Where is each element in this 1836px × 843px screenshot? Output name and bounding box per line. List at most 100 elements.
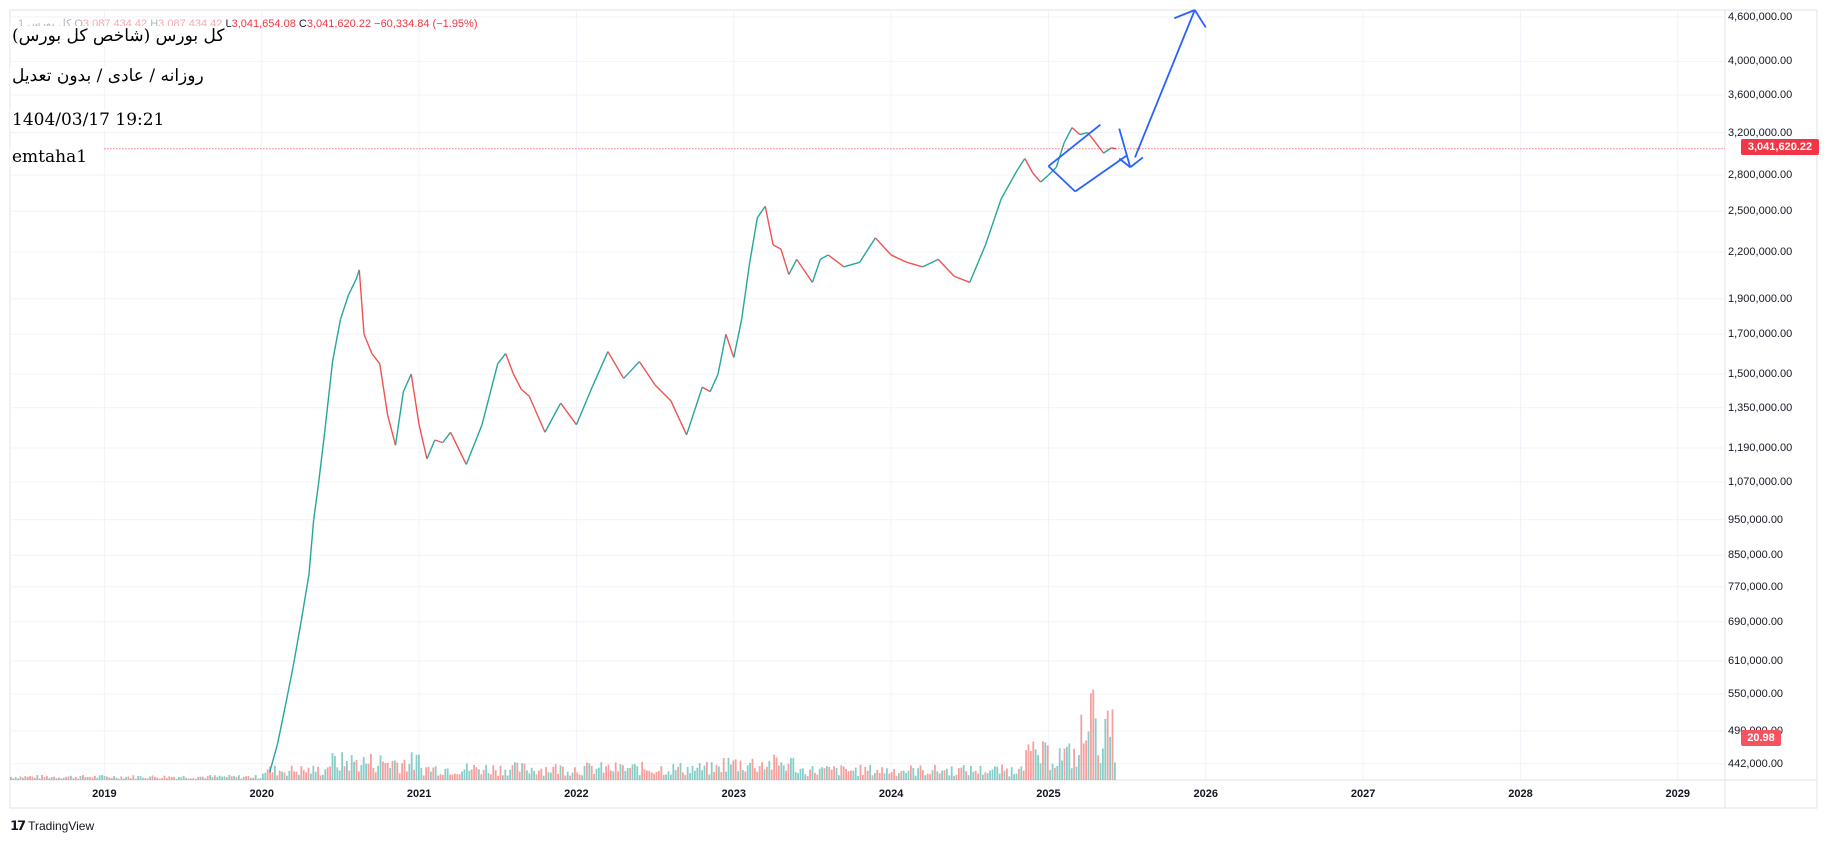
- volume-bar: [91, 777, 94, 780]
- volume-bar: [103, 775, 106, 780]
- volume-bar: [1114, 762, 1116, 780]
- volume-bar: [230, 776, 233, 780]
- volume-bar: [470, 769, 473, 780]
- chart-title-annotation[interactable]: کل بورس (شاخص کل بورس): [10, 26, 227, 46]
- volume-bar: [442, 775, 444, 780]
- volume-bar: [26, 776, 29, 780]
- y-tick-label: 1,190,000.00: [1728, 441, 1793, 454]
- volume-bar: [106, 776, 108, 780]
- up-arrow-head-right[interactable]: [1194, 9, 1207, 28]
- volume-bar: [554, 764, 557, 780]
- volume-bar: [658, 771, 660, 780]
- volume-bar: [358, 771, 360, 780]
- volume-bar: [506, 775, 509, 780]
- price-segment: [1016, 158, 1026, 171]
- volume-bar: [1104, 718, 1107, 780]
- volume-bar: [317, 766, 319, 780]
- volume-bar: [242, 776, 245, 780]
- volume-bar: [667, 771, 670, 780]
- volume-bar: [626, 767, 629, 780]
- price-segment: [1071, 127, 1081, 136]
- price-segment: [788, 259, 798, 275]
- volume-bar: [614, 762, 617, 780]
- volume-bar: [612, 771, 615, 780]
- volume-bar: [547, 772, 550, 780]
- price-segment: [709, 373, 719, 392]
- volume-bar: [65, 776, 67, 780]
- volume-bar: [1061, 760, 1063, 780]
- datetime-annotation[interactable]: 1404/03/17 19:21: [10, 110, 167, 130]
- volume-bar: [305, 772, 307, 780]
- volume-bar: [86, 777, 89, 780]
- volume-bar: [876, 769, 879, 780]
- volume-bar: [149, 776, 151, 780]
- volume-bar: [874, 772, 876, 780]
- volume-bar: [854, 767, 857, 780]
- volume-bar: [492, 765, 495, 780]
- volume-bar: [1082, 743, 1085, 780]
- volume-bar: [144, 778, 147, 780]
- volume-bar: [1049, 770, 1051, 780]
- volume-bar: [619, 764, 622, 780]
- volume-bar: [698, 763, 701, 780]
- volume-bar: [235, 776, 238, 780]
- price-segment: [434, 439, 443, 444]
- volume-bar: [38, 778, 41, 780]
- author-annotation[interactable]: emtaha1: [10, 147, 90, 167]
- channel-lower-line[interactable]: [1074, 154, 1128, 193]
- volume-bar: [98, 775, 101, 780]
- price-segment: [1063, 127, 1073, 144]
- price-segment: [922, 258, 939, 268]
- volume-bar: [269, 766, 271, 780]
- price-segment: [953, 275, 971, 284]
- price-segment: [308, 519, 315, 575]
- open-label: O: [74, 18, 83, 30]
- volume-bar: [638, 775, 641, 780]
- volume-bar: [761, 762, 763, 780]
- tradingview-logo[interactable]: 𝟭𝟳 TradingView: [10, 818, 94, 834]
- interval-annotation[interactable]: روزانه / عادی / بدون تعدیل: [10, 66, 206, 86]
- price-segment: [465, 424, 483, 465]
- channel-upper-line[interactable]: [1047, 123, 1101, 167]
- down-arrow-head-left[interactable]: [1118, 157, 1131, 168]
- volume-bar: [324, 769, 327, 780]
- volume-bar: [334, 756, 336, 780]
- down-arrow-line[interactable]: [1118, 128, 1132, 168]
- volume-bar: [139, 776, 142, 780]
- volume-bar: [439, 774, 442, 780]
- volume-bar: [521, 763, 523, 780]
- volume-bar: [605, 766, 607, 780]
- x-tick-label: 2029: [1665, 788, 1691, 800]
- volume-bar: [331, 753, 334, 780]
- volume-bar: [545, 767, 547, 780]
- volume-bar: [223, 776, 226, 780]
- volume-bar: [499, 765, 502, 780]
- volume-bar: [869, 764, 871, 780]
- volume-bar: [401, 763, 403, 780]
- volume-bar: [461, 771, 463, 780]
- volume-bar: [319, 775, 322, 780]
- volume-bar: [888, 773, 891, 780]
- volume-bar: [406, 771, 408, 780]
- volume-bar: [727, 757, 730, 780]
- volume-bar: [475, 767, 478, 780]
- channel-left-line[interactable]: [1047, 165, 1076, 193]
- volume-bar: [278, 770, 281, 780]
- price-segment: [984, 198, 1002, 246]
- volume-bar: [986, 773, 989, 780]
- volume-bar: [456, 774, 459, 780]
- volume-bar: [96, 777, 99, 780]
- volume-bar: [535, 774, 538, 780]
- volume-bar: [643, 769, 646, 780]
- volume-bar: [458, 774, 461, 780]
- price-segment: [528, 395, 546, 433]
- volume-bar: [163, 775, 166, 780]
- up-arrow-head-left[interactable]: [1173, 9, 1196, 20]
- volume-bar: [730, 764, 732, 780]
- trend-drawings[interactable]: [1047, 9, 1207, 193]
- price-segment: [811, 259, 821, 283]
- down-arrow-head-right[interactable]: [1129, 156, 1144, 168]
- volume-bar: [1025, 750, 1027, 780]
- up-arrow-line[interactable]: [1134, 9, 1196, 158]
